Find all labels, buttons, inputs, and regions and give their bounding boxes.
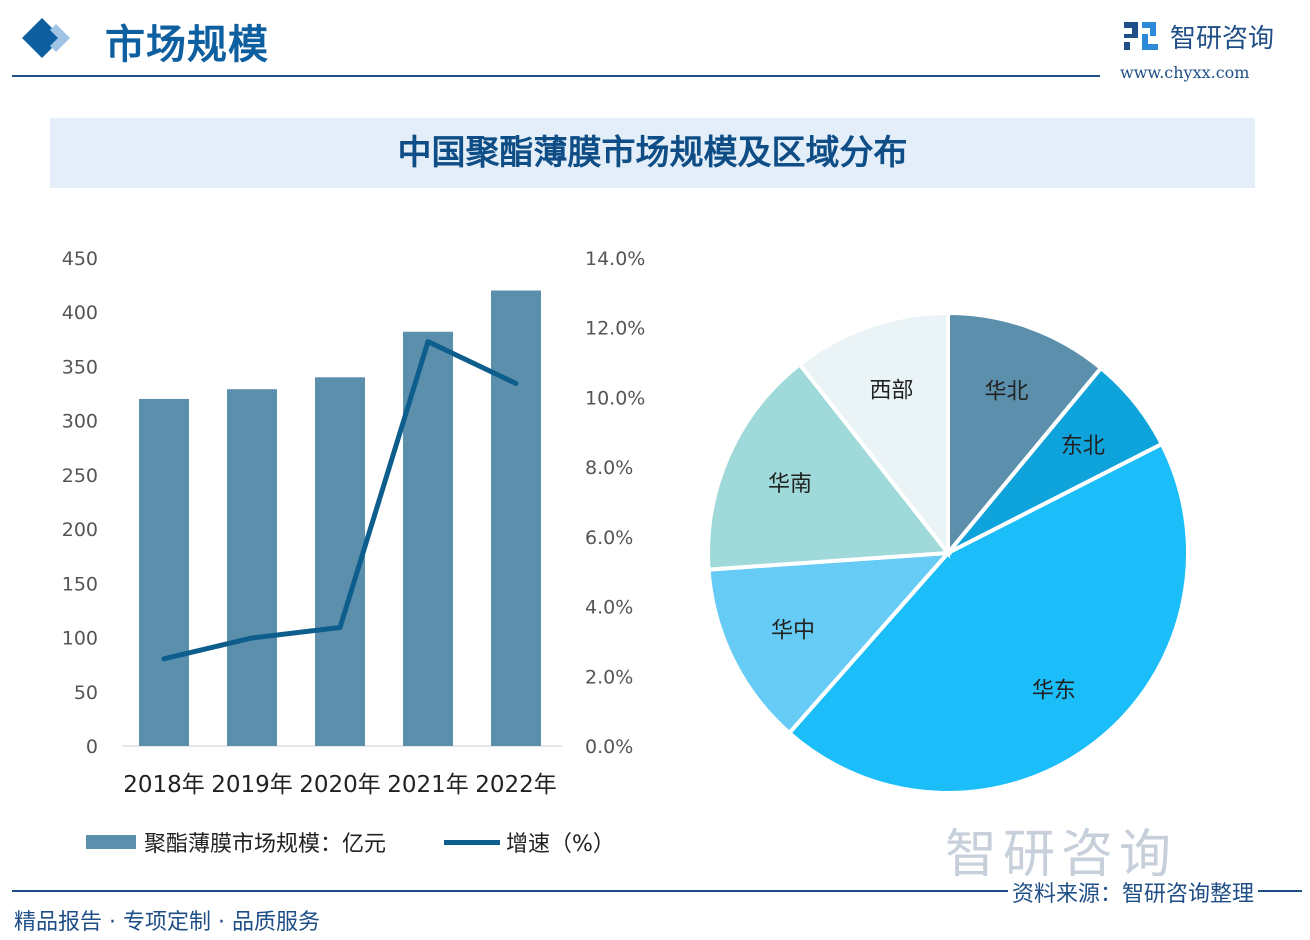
y2-tick-label: 12.0%: [585, 318, 645, 340]
legend-line-swatch: [444, 839, 500, 845]
pie-label: 华东: [1032, 679, 1076, 704]
x-tick-label: 2021年: [387, 772, 469, 798]
legend-bar-swatch: [86, 835, 136, 849]
section-title: 市场规模: [105, 22, 269, 68]
bar-2018年: [139, 398, 189, 746]
pie-slice-西部: [796, 310, 950, 559]
website-link[interactable]: www.chyxx.com: [1120, 63, 1250, 82]
y-tick-label: 50: [74, 682, 98, 704]
y2-tick-label: 4.0%: [585, 597, 633, 619]
y-tick-label: 300: [62, 411, 98, 433]
y2-tick-label: 10.0%: [585, 387, 645, 409]
diamond-logo-icon: [22, 18, 70, 58]
pie-slice-华南: [706, 361, 952, 572]
bar-2019年: [227, 389, 277, 746]
pie-slice-华东: [786, 441, 1190, 795]
chart-title: 中国聚酯薄膜市场规模及区域分布: [397, 133, 908, 173]
x-tick-label: 2019年: [211, 772, 293, 798]
header-divider: [12, 75, 1100, 77]
chart-title-banner: 中国聚酯薄膜市场规模及区域分布: [50, 118, 1255, 188]
x-tick-label: 2022年: [475, 772, 557, 798]
footer-divider: [12, 890, 1302, 892]
y-tick-label: 0: [86, 736, 98, 758]
y-tick-label: 100: [62, 628, 98, 650]
y-tick-label: 150: [62, 573, 98, 595]
pie-label: 华南: [768, 472, 812, 497]
y-tick-label: 450: [62, 248, 98, 270]
bar-line-chart: 0 50 100 150 200 250 300 350 400 450 0.0% 2.0% 4.0% 6…: [62, 248, 646, 798]
brand-name: 智研咨询: [1170, 24, 1275, 54]
brand-logo-icon: [1124, 22, 1158, 50]
footer-slogan: 精品报告 · 专项定制 · 品质服务: [14, 910, 320, 935]
legend-line-label: 增速（%）: [506, 832, 615, 857]
pie-label: 东北: [1061, 434, 1105, 459]
pie-label: 西部: [870, 379, 914, 404]
y2-tick-label: 0.0%: [585, 736, 633, 758]
y2-tick-label: 2.0%: [585, 666, 633, 688]
legend-bar: 聚酯薄膜市场规模：亿元: [86, 826, 386, 858]
y2-tick-label: 8.0%: [585, 457, 633, 479]
y2-tick-label: 6.0%: [585, 527, 633, 549]
y2-tick-label: 14.0%: [585, 248, 645, 270]
watermark: 智研咨询: [945, 825, 1178, 885]
y-tick-label: 200: [62, 519, 98, 541]
pie-slice-华北: [946, 310, 1104, 559]
legend-line: 增速（%）: [444, 826, 615, 858]
y-tick-label: 400: [62, 302, 98, 324]
pie-label: 华北: [985, 379, 1029, 404]
bar-2022年: [491, 290, 541, 746]
pie-slice-华中: [706, 550, 953, 736]
data-source: 资料来源：智研咨询整理: [1008, 876, 1259, 908]
bar-2020年: [315, 377, 365, 746]
y-tick-label: 250: [62, 465, 98, 487]
x-tick-label: 2020年: [299, 772, 381, 798]
legend-bar-label: 聚酯薄膜市场规模：亿元: [144, 832, 387, 857]
pie-label: 华中: [771, 619, 815, 644]
x-tick-label: 2018年: [123, 772, 205, 798]
y-tick-label: 350: [62, 356, 98, 378]
